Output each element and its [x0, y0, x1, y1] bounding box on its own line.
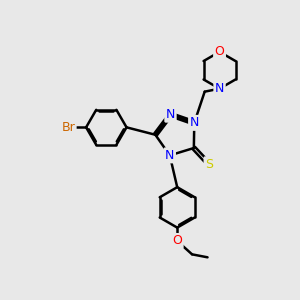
Text: O: O [214, 45, 224, 58]
Text: Br: Br [61, 121, 75, 134]
Text: N: N [190, 116, 199, 129]
Text: N: N [165, 149, 175, 162]
Text: N: N [215, 82, 224, 95]
Text: N: N [166, 108, 175, 121]
Text: O: O [172, 235, 182, 248]
Text: S: S [205, 158, 213, 171]
